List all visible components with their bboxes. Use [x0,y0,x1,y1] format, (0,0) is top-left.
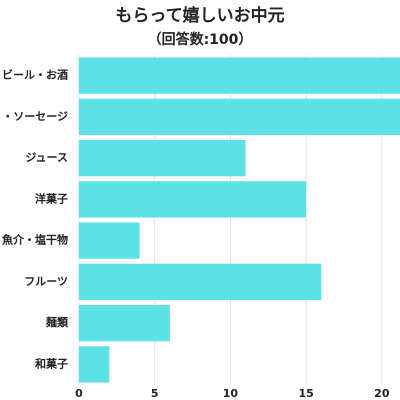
bar [79,57,400,94]
bar [79,222,140,259]
y-tick-label: 魚介・塩干物 [2,233,68,247]
y-tick-label: 和菓子 [35,356,68,370]
x-tick-label: 0 [75,387,83,400]
chart-subtitle: （回答数:100） [148,31,253,48]
y-tick-label: ジュース [25,151,68,164]
x-tick-label: 5 [151,387,159,400]
chart-title: もらって嬉しいお中元 [115,5,284,26]
bar [79,139,246,177]
bar [79,263,322,301]
x-tick-label: 15 [298,387,313,400]
bar [79,346,110,383]
bar [79,181,307,218]
y-tick-label: ビール・お酒 [2,68,68,82]
x-tick-label: 20 [374,387,390,400]
bar [79,98,400,136]
y-tick-label: ・ソーセージ [2,110,68,123]
y-tick-label: 洋菓子 [35,191,68,205]
y-tick-label: フルーツ [24,275,68,288]
x-tick-label: 10 [223,387,239,400]
bars [79,57,400,383]
y-tick-label: 麺類 [45,315,69,329]
bar [79,304,170,342]
